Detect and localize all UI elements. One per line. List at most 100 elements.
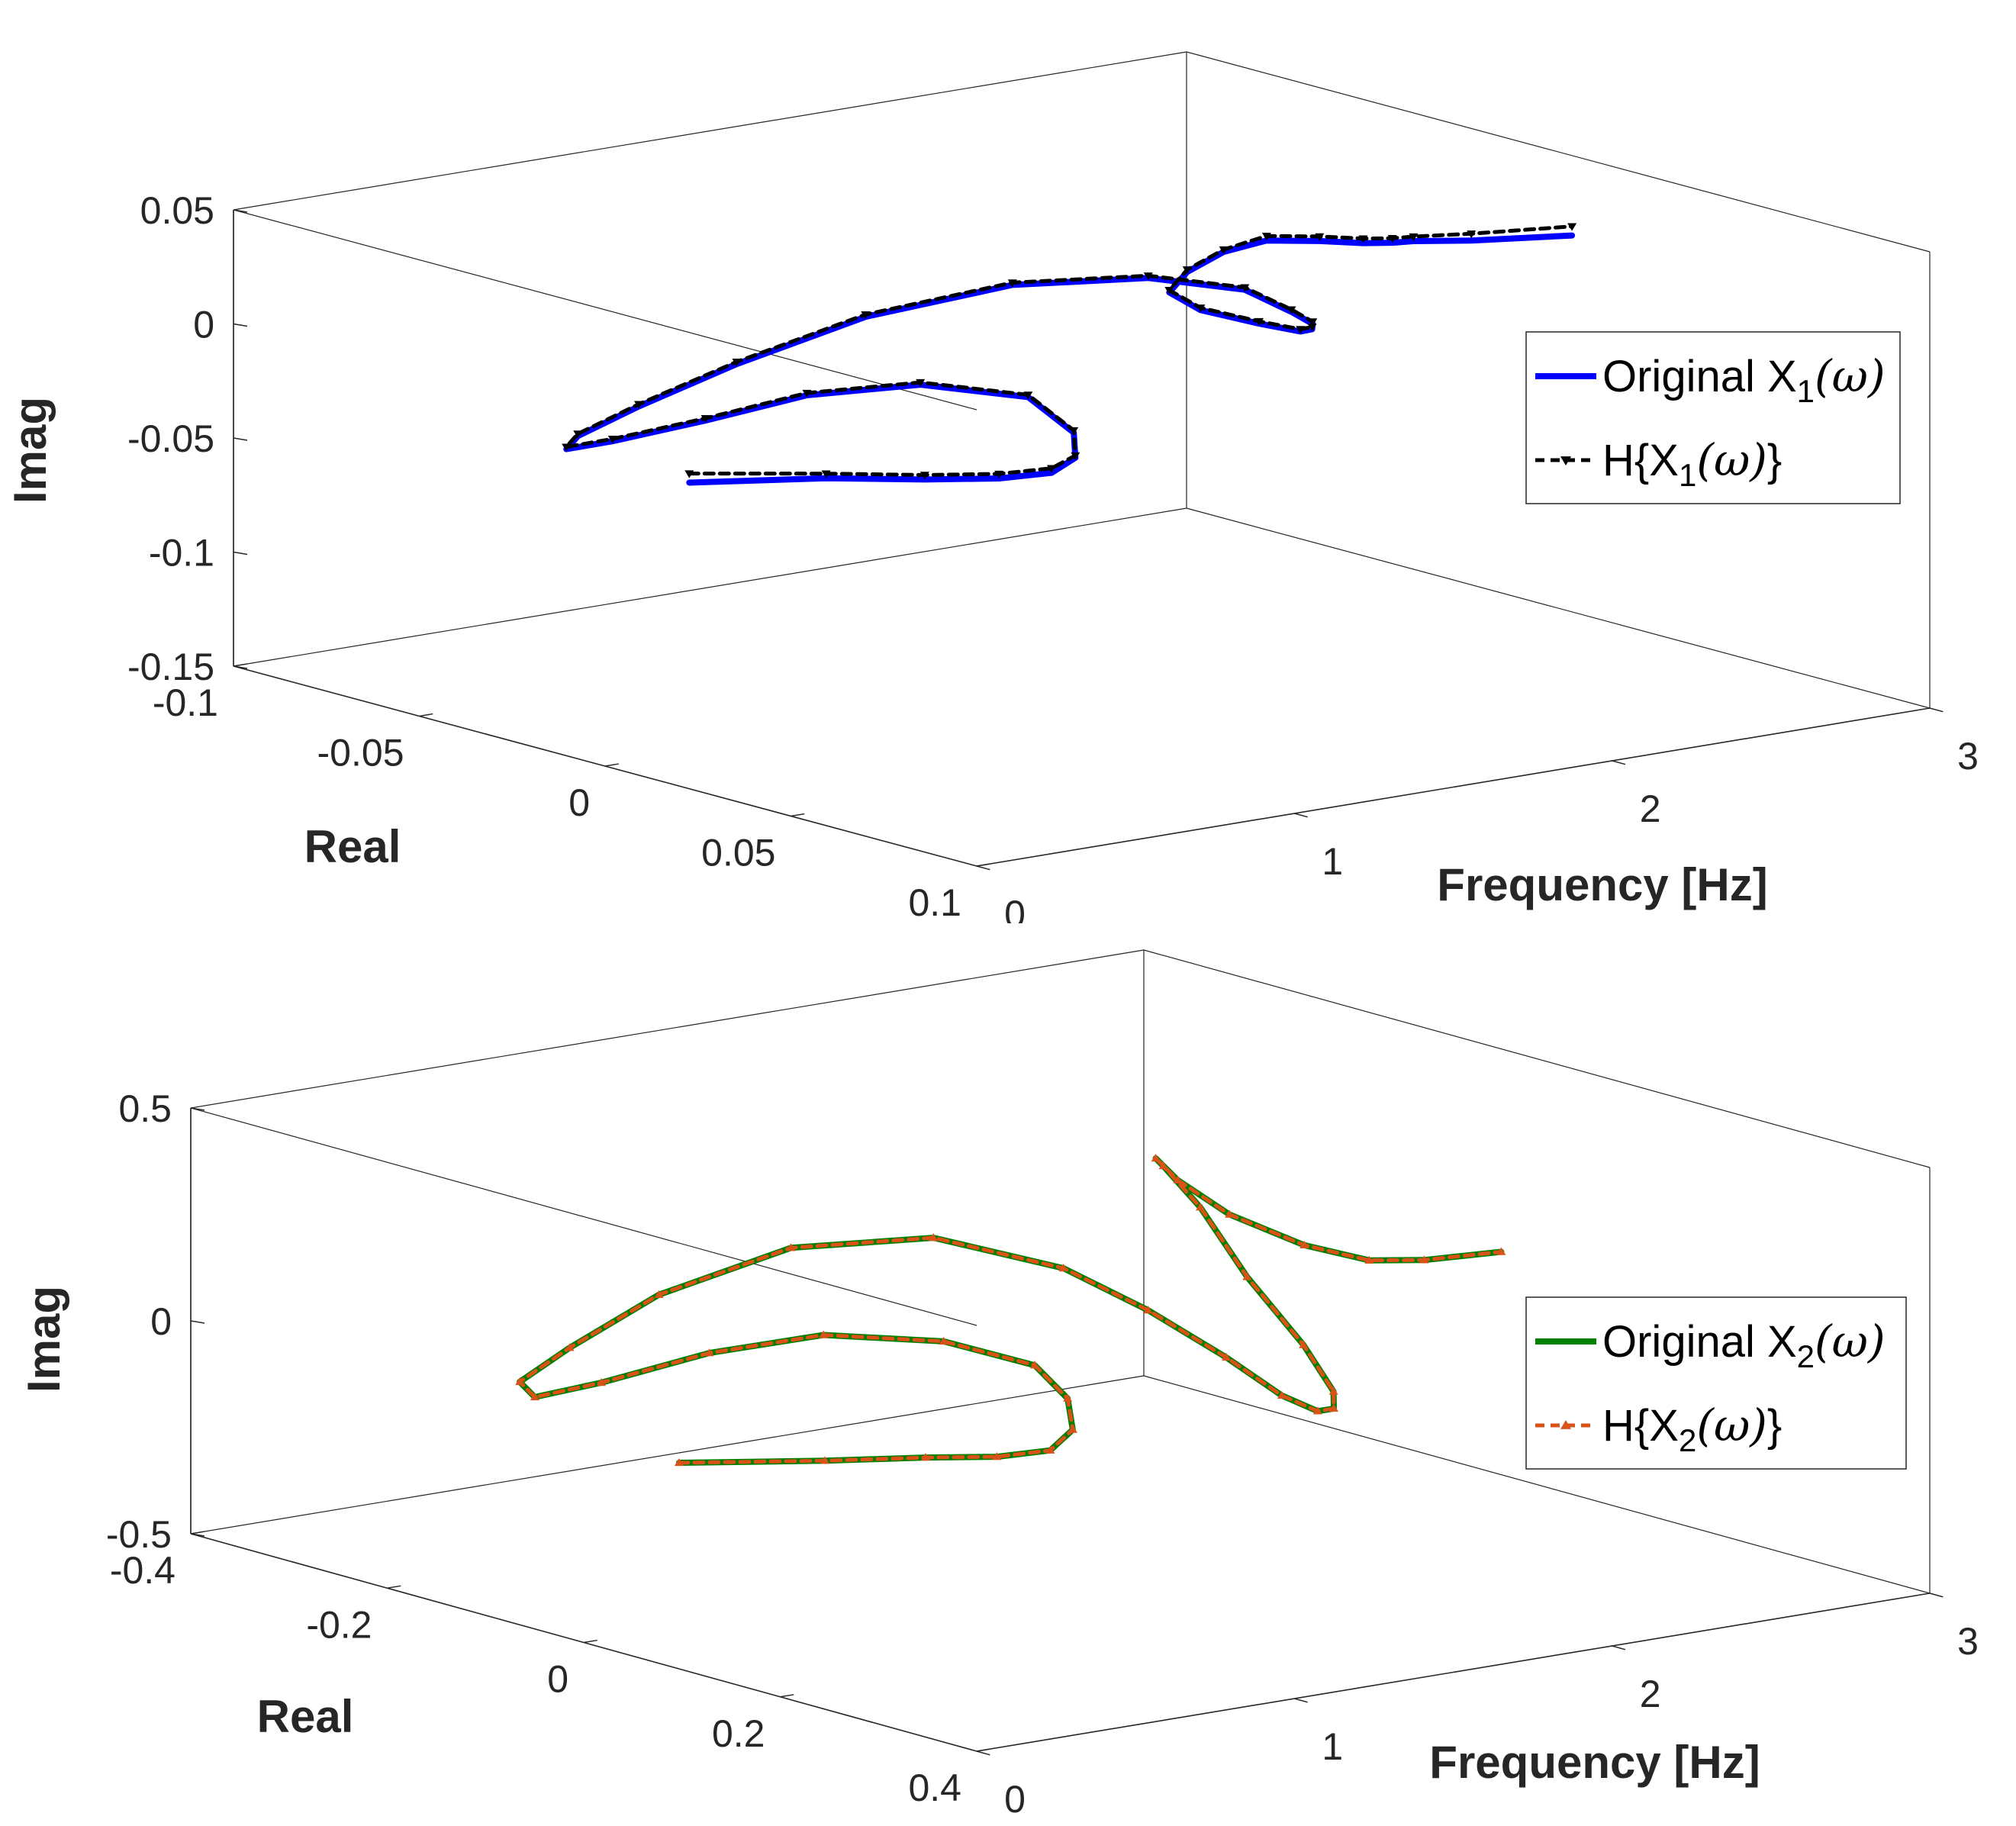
real-tick	[583, 1639, 597, 1644]
series-marker	[654, 1290, 664, 1298]
series-marker	[786, 1243, 796, 1251]
series-marker	[674, 1457, 684, 1467]
real-axis-label: Real	[304, 821, 401, 872]
series-marker	[1045, 1445, 1055, 1454]
real-tick-label: 0	[568, 781, 590, 824]
series-marker	[596, 1378, 606, 1386]
series-marker	[1496, 1247, 1506, 1255]
real-tick	[791, 813, 805, 817]
legend-text-subscript: 1	[1797, 373, 1815, 409]
series-marker	[821, 470, 831, 478]
series-marker	[1023, 391, 1033, 400]
series-marker	[565, 1343, 575, 1351]
axes-box-edge	[233, 51, 1187, 211]
series-marker	[992, 1452, 1002, 1460]
imag-tick-label: 0	[193, 304, 214, 346]
series-marker	[1222, 1352, 1232, 1361]
legend-entry: H{X2(ω)}	[1602, 1399, 1782, 1458]
series-line	[517, 1155, 1505, 1466]
series-marker	[1058, 1264, 1068, 1272]
legend-text-prefix: Original X	[1602, 1317, 1797, 1367]
frequency-axis-label: Frequency [Hz]	[1437, 859, 1767, 910]
series-marker	[1409, 233, 1419, 242]
series-marker	[1328, 1386, 1338, 1395]
axes-box-edge	[233, 507, 1187, 667]
real-tick-label: 0.4	[908, 1766, 961, 1809]
series-marker	[1240, 284, 1250, 292]
axis-line	[976, 1593, 1931, 1752]
series-marker	[802, 389, 812, 398]
series-marker	[1225, 1209, 1235, 1218]
series-marker	[515, 1377, 525, 1386]
axes-box-edge	[190, 1375, 1145, 1535]
imag-axis-label: Imag	[18, 1286, 69, 1393]
imag-tick	[233, 323, 248, 327]
real-tick-label: -0.4	[110, 1549, 176, 1592]
series-marker	[1308, 318, 1318, 327]
series-marker	[684, 470, 694, 478]
series-line	[564, 224, 1574, 477]
series-marker	[1358, 235, 1368, 243]
axes-box-edge	[1143, 1375, 1931, 1594]
series-marker	[1068, 1425, 1077, 1433]
frequency-tick	[1294, 1698, 1308, 1703]
series-marker	[1164, 286, 1174, 295]
frequency-tick	[1612, 1645, 1626, 1650]
series-marker	[1151, 1154, 1161, 1162]
series-marker	[704, 1348, 714, 1357]
axis-line	[976, 707, 1931, 867]
legend-text-argument: (ω)	[1696, 434, 1767, 486]
series-marker	[1312, 1406, 1322, 1415]
series-marker	[1071, 452, 1080, 460]
series-marker	[1143, 272, 1153, 281]
real-tick-label: -0.2	[306, 1603, 372, 1646]
series-marker	[530, 1392, 539, 1401]
imag-tick	[233, 665, 248, 669]
series-marker	[1196, 1203, 1205, 1211]
series-group	[562, 223, 1577, 486]
real-tick	[604, 763, 619, 767]
series-marker	[1158, 1161, 1168, 1170]
legend-text-prefix: Original X	[1602, 352, 1797, 401]
real-tick-label: 0.2	[712, 1712, 765, 1755]
legend-text-prefix: H{X	[1602, 1401, 1679, 1451]
axes-box-edge	[190, 949, 1145, 1109]
legend-box	[1525, 1296, 1907, 1470]
frequency-tick-label: 3	[1957, 1620, 1979, 1663]
ticks: 0 1 2 3 -0.4 -0.2 0 0.2 0.4 -0.5 0 0.5	[106, 1087, 1979, 1821]
frequency-tick	[1612, 760, 1626, 765]
series-marker	[1007, 279, 1017, 288]
frequency-tick-label: 1	[1322, 840, 1343, 883]
frequency-tick-label: 2	[1640, 787, 1661, 830]
legend-text-prefix: H{X	[1602, 436, 1679, 485]
frequency-tick-label: 0	[1004, 1778, 1026, 1821]
imag-axis-label: Imag	[5, 397, 56, 504]
imag-tick-label: -0.1	[149, 532, 214, 575]
imag-tick-label: 0.05	[140, 189, 214, 232]
axes-box-edge	[1186, 51, 1931, 253]
real-tick	[780, 1694, 794, 1698]
series-marker	[1419, 1255, 1429, 1264]
series-marker	[994, 470, 1004, 479]
series-marker	[607, 436, 617, 444]
real-tick	[976, 1748, 990, 1752]
real-tick-label: -0.1	[153, 681, 218, 724]
imag-tick	[190, 1320, 205, 1324]
series-group	[515, 1154, 1506, 1467]
series-marker	[1182, 266, 1192, 275]
series-marker	[1069, 427, 1079, 436]
real-tick	[387, 1585, 401, 1589]
legend: Original X2(ω)H{X2(ω)}	[1525, 1296, 1907, 1470]
imag-tick	[190, 1107, 205, 1111]
real-tick	[419, 713, 433, 717]
real-tick-label: 0.05	[701, 832, 775, 874]
series-marker	[1277, 1390, 1287, 1399]
imag-tick-label: -0.15	[127, 646, 214, 688]
imag-tick	[233, 551, 248, 556]
series-marker	[1307, 324, 1317, 332]
real-axis-label: Real	[257, 1691, 354, 1742]
series-marker	[1196, 304, 1206, 313]
frequency-tick-label: 1	[1322, 1725, 1343, 1768]
